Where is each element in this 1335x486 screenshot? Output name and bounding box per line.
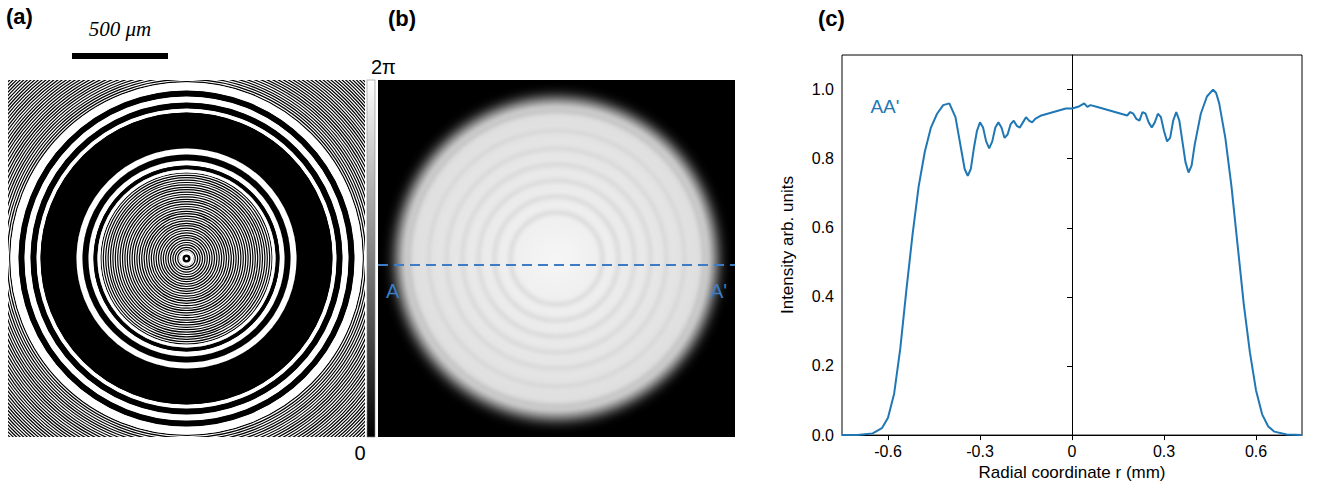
svg-text:(b): (b) <box>388 6 416 31</box>
svg-text:AA': AA' <box>870 96 899 117</box>
svg-text:A: A <box>386 280 400 302</box>
svg-text:Radial coordinate r (mm): Radial coordinate r (mm) <box>978 463 1165 482</box>
svg-text:1.0: 1.0 <box>812 81 834 98</box>
svg-text:-0.3: -0.3 <box>966 443 994 460</box>
svg-text:0: 0 <box>1068 443 1077 460</box>
svg-text:-0.6: -0.6 <box>874 443 902 460</box>
svg-text:0.0: 0.0 <box>812 427 834 444</box>
svg-text:0.8: 0.8 <box>812 150 834 167</box>
svg-text:0.6: 0.6 <box>812 219 834 236</box>
svg-text:2π: 2π <box>371 56 396 78</box>
svg-text:(a): (a) <box>6 4 33 29</box>
svg-text:A': A' <box>710 280 727 302</box>
svg-text:0.4: 0.4 <box>812 288 834 305</box>
svg-text:Intensity arb. units: Intensity arb. units <box>778 176 797 314</box>
svg-text:0.2: 0.2 <box>812 357 834 374</box>
svg-text:0.3: 0.3 <box>1153 443 1175 460</box>
svg-text:(c): (c) <box>818 6 845 31</box>
svg-text:0.6: 0.6 <box>1245 443 1267 460</box>
svg-text:500 μm: 500 μm <box>89 17 151 41</box>
svg-text:0: 0 <box>354 442 365 464</box>
